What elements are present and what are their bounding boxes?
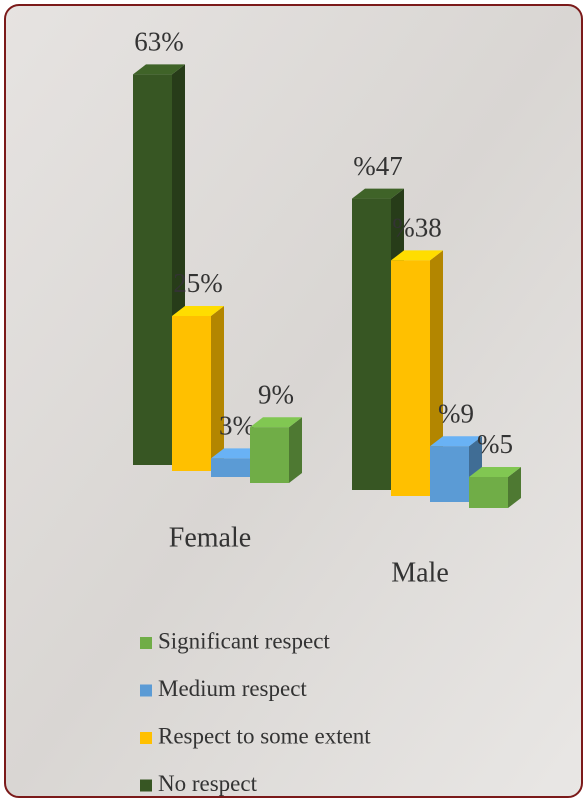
bar-top: [469, 467, 521, 477]
legend-swatch: [140, 684, 152, 697]
bar-side: [211, 306, 224, 471]
bar-top: [352, 188, 404, 199]
legend-swatch: [140, 637, 152, 649]
bar-top: [430, 436, 482, 447]
legend-swatch: [140, 779, 152, 792]
legend-label: No respect: [158, 771, 258, 796]
bar-top: [172, 306, 224, 316]
bar: [250, 427, 289, 483]
value-label: 3%: [219, 411, 255, 441]
legend-label: Respect to some extent: [158, 723, 371, 748]
bar: [211, 458, 250, 477]
bar-side: [289, 417, 302, 483]
value-label: %38: [392, 213, 442, 243]
bar: [430, 446, 469, 502]
bar: [391, 260, 430, 496]
value-label: 9%: [258, 379, 294, 409]
bar-top: [391, 250, 443, 261]
bar: [133, 74, 172, 466]
category-label: Male: [391, 557, 449, 588]
bar: [469, 477, 508, 508]
bar-side: [430, 250, 443, 496]
category-label: Female: [169, 522, 251, 553]
value-label: %5: [477, 429, 513, 459]
value-label: %47: [353, 151, 403, 181]
legend-label: Significant respect: [158, 628, 330, 653]
legend-label: Medium respect: [158, 676, 307, 701]
bar: [352, 198, 391, 490]
value-label: 63%: [134, 27, 184, 57]
bar-top: [133, 64, 185, 75]
bar-top: [250, 417, 302, 428]
bar: [172, 316, 211, 471]
value-label: 25%: [173, 268, 223, 298]
legend-swatch: [140, 732, 152, 744]
bar-side: [508, 467, 521, 508]
value-label: %9: [438, 398, 474, 428]
